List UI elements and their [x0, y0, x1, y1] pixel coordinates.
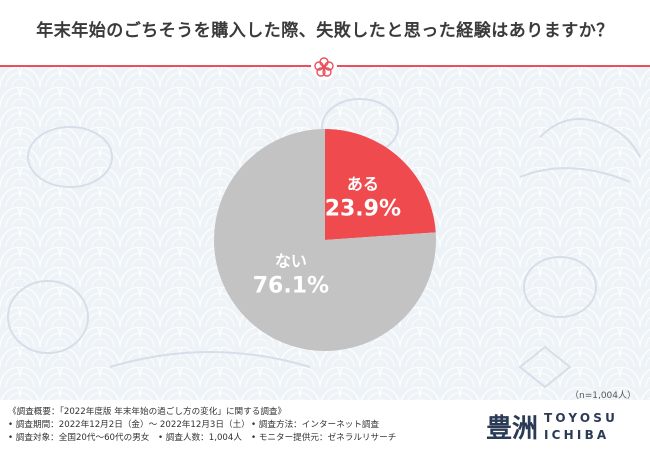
pie-label-nai: ない [275, 252, 307, 271]
sample-size-note: （n=1,004人） [569, 391, 636, 401]
plum-blossom-icon [311, 54, 337, 80]
pie-value-nai: 76.1% [253, 274, 329, 299]
toyosu-ichiba-logo: 豊洲 TOYOSU ICHIBA [486, 406, 646, 446]
pie-label-aru: ある [347, 174, 379, 193]
survey-method: • 調査方法：インターネット調査 [251, 420, 380, 430]
footer: 《調査概要：「2022年度版 年末年始の過ごし方の変化」に関する調査》 • 調査… [0, 400, 650, 450]
logo-line-2: ICHIBA [544, 428, 610, 442]
overview-heading: 《調査概要：「2022年度版 年末年始の過ごし方の変化」に関する調査》 [8, 407, 287, 417]
pie-slice-aru [325, 129, 436, 240]
logo-line-1: TOYOSU [544, 411, 619, 425]
survey-row-1: • 調査期間：2022年12月2日（金）～ 2022年12月3日（土） • 調査… [8, 419, 379, 432]
survey-period: • 調査期間：2022年12月2日（金）～ 2022年12月3日（土） [8, 420, 250, 430]
survey-target: • 調査対象：全国20代～60代の男女 • 調査人数：1,004人 [8, 433, 242, 443]
pie-chart: ある 23.9% ない 76.1% [214, 129, 436, 351]
pie-slice-nai [214, 129, 436, 351]
logo-kanji: 豊洲 [486, 414, 539, 444]
survey-overview: 《調査概要：「2022年度版 年末年始の過ごし方の変化」に関する調査》 • 調査… [8, 406, 396, 445]
pie-value-aru: 23.9% [325, 196, 401, 221]
survey-provider: • モニター提供元：ゼネラルリサーチ [251, 433, 397, 443]
chart-title: 年末年始のごちそうを購入した際、失敗したと思った経験はありますか？ [36, 21, 614, 41]
survey-row-2: • 調査対象：全国20代～60代の男女 • 調査人数：1,004人 • モニター… [8, 432, 396, 445]
